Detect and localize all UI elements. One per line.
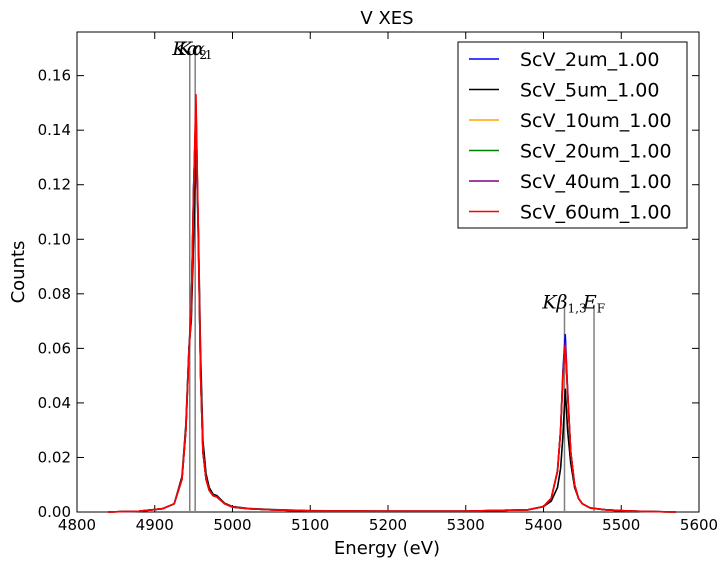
- y-tick-label: 0.04: [38, 394, 71, 412]
- x-tick-label: 5100: [291, 516, 329, 534]
- y-tick-label: 0.02: [38, 448, 71, 466]
- x-tick-label: 4800: [58, 516, 96, 534]
- y-tick-label: 0.14: [38, 121, 71, 139]
- y-tick-label: 0.06: [38, 339, 71, 357]
- x-tick-label: 5200: [369, 516, 407, 534]
- x-axis-title: Energy (eV): [334, 538, 440, 559]
- legend-label: ScV_10um_1.00: [520, 110, 672, 132]
- peak-annotation: Kα1: [177, 38, 213, 62]
- peak-annotation: Kβ1,3: [541, 292, 586, 316]
- x-tick-label: 4900: [136, 516, 174, 534]
- y-axis-title: Counts: [8, 241, 29, 304]
- y-tick-label: 0.08: [38, 285, 71, 303]
- y-tick-label: 0.00: [38, 503, 71, 521]
- series-line: [108, 93, 676, 513]
- chart-title: V XES: [360, 8, 413, 29]
- peak-annotation: Kα2: [171, 38, 207, 62]
- plot-area: 4800 4900 5000 5100 5200 5300 5400 5500 5600 0.00…: [38, 31, 718, 534]
- legend-box: [457, 41, 688, 229]
- peak-annotation: EF: [582, 292, 605, 316]
- x-tick-label: 5000: [213, 516, 251, 534]
- legend-label: ScV_2um_1.00: [520, 49, 659, 71]
- legend-label: ScV_40um_1.00: [520, 171, 672, 193]
- y-tick-label: 0.16: [38, 67, 71, 85]
- x-tick-label: 5500: [602, 516, 640, 534]
- legend-label: ScV_20um_1.00: [520, 141, 672, 163]
- y-tick-label: 0.10: [38, 230, 71, 248]
- x-tick-label: 5300: [447, 516, 485, 534]
- legend-label: ScV_60um_1.00: [520, 202, 672, 224]
- x-tick-label: 5400: [524, 516, 562, 534]
- x-tick-label: 5600: [680, 516, 718, 534]
- y-tick-label: 0.12: [38, 176, 71, 194]
- legend-label: ScV_5um_1.00: [520, 80, 659, 102]
